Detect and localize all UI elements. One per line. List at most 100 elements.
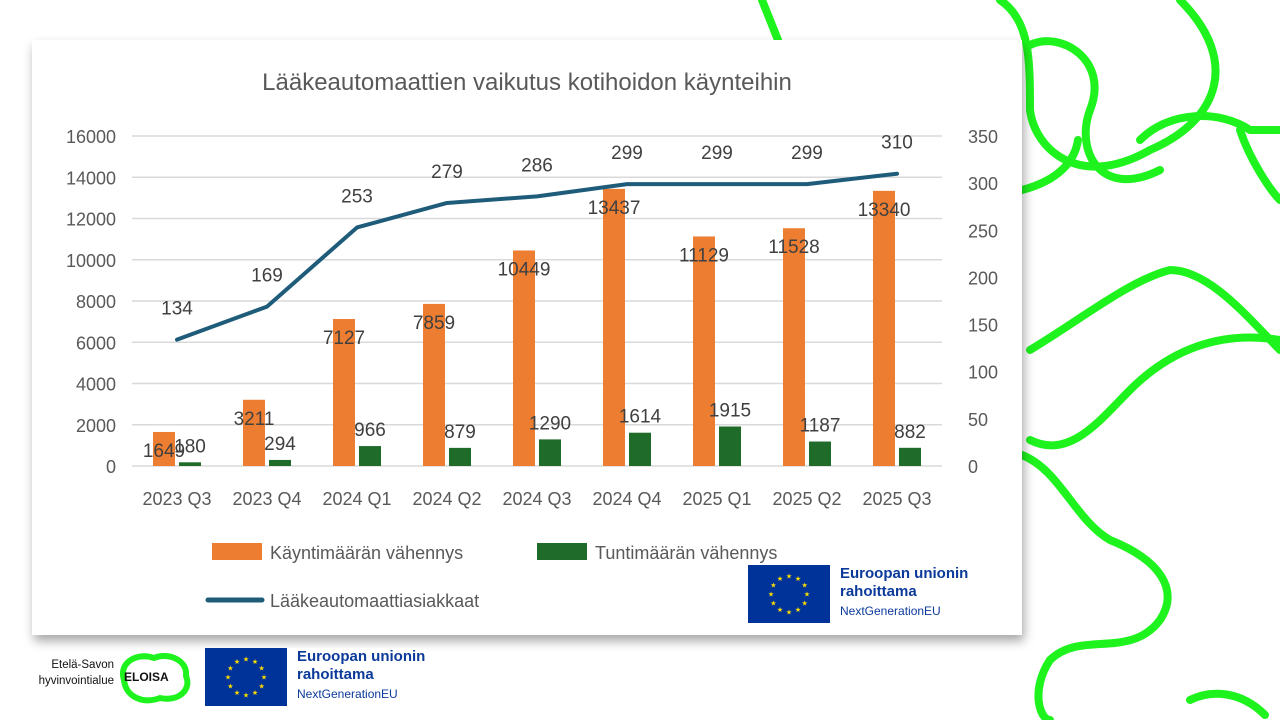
legend-swatch-kayntimaara [212,543,262,560]
data-label-kayntimaara: 7127 [323,328,365,349]
chart-title: Lääkeautomaattien vaikutus kotihoidon kä… [262,69,792,96]
eu-star-icon: ★ [786,609,792,617]
eu-star-icon: ★ [227,683,233,691]
eu-star-icon: ★ [252,658,258,666]
bar-tuntimaara [269,459,291,466]
chart-card: Lääkeautomaattien vaikutus kotihoidon kä… [32,40,1022,635]
eu-star-icon: ★ [801,582,807,590]
eu-footer-line3: NextGenerationEU [297,687,398,701]
eu-star-icon: ★ [243,656,249,664]
y-right-tick-label: 0 [968,457,978,477]
eu-star-icon: ★ [252,689,258,697]
eu-star-icon: ★ [770,600,776,608]
data-label-kayntimaara: 11129 [679,245,729,266]
eu-flag-icon: ★ ★★★★★★★★★★★ [205,648,287,706]
data-label-kayntimaara: 13437 [588,198,641,219]
x-tick-label: 2023 Q4 [232,489,301,509]
data-label-asiakkaat: 279 [431,162,463,183]
data-label-tuntimaara: 966 [354,420,386,441]
eu-star-icon: ★ [804,591,810,599]
bar-kayntimaara [153,431,175,466]
y-right-tick-label: 250 [968,221,998,241]
eu-star-icon: ★ [258,665,264,673]
y-right-tick-label: 350 [968,127,998,147]
bar-tuntimaara [719,426,741,466]
data-label-asiakkaat: 169 [251,266,283,287]
data-label-asiakkaat: 310 [881,133,913,154]
data-label-tuntimaara: 882 [894,422,926,443]
eu-star-icon: ★ [777,606,783,614]
legend-label-tuntimaara: Tuntimäärän vähennys [595,543,777,563]
y-left-tick-label: 0 [106,457,116,477]
x-tick-label: 2025 Q3 [862,489,931,509]
data-label-asiakkaat: 299 [611,143,643,164]
eu-star-icon: ★ [227,665,233,673]
data-label-tuntimaara: 1187 [800,416,841,437]
data-label-kayntimaara: 13340 [858,200,911,221]
legend-label-kayntimaara: Käyntimäärän vähennys [270,543,463,563]
eu-star-icon: ★ [801,600,807,608]
eu-star-icon: ★ [795,606,801,614]
data-label-kayntimaara: 11528 [768,237,819,258]
data-label-kayntimaara: 3211 [234,409,275,430]
data-label-asiakkaat: 299 [791,143,823,164]
bar-kayntimaara [603,188,625,466]
x-tick-label: 2025 Q2 [772,489,841,509]
eloisa-shape-icon [119,653,191,704]
eu-star-icon: ★ [258,683,264,691]
eu-flag-icon: ★ ★★★★★★★★★★★ [748,565,830,623]
x-tick-label: 2025 Q1 [682,489,751,509]
eu-star-icon: ★ [243,692,249,700]
eu-funding-line2: rahoittama [840,583,917,600]
data-label-tuntimaara: 180 [174,436,206,457]
x-tick-label: 2024 Q2 [412,489,481,509]
eu-footer-line1: Euroopan unionin [297,648,426,665]
bar-kayntimaara [243,399,265,466]
data-label-asiakkaat: 253 [341,186,373,207]
y-left-tick-label: 6000 [76,333,116,353]
bar-tuntimaara [629,432,651,466]
y-left-tick-label: 16000 [66,127,116,147]
y-right-tick-label: 150 [968,316,998,336]
eu-star-icon: ★ [225,674,231,682]
logo-name: ELOISA [124,670,169,684]
eloisa-logo: Etelä-Savon hyvinvointialue ELOISA [14,650,194,705]
logo-line1: Etelä-Savon [51,659,114,671]
x-tick-label: 2023 Q3 [142,489,211,509]
x-tick-label: 2024 Q3 [502,489,571,509]
y-left-tick-label: 2000 [76,416,116,436]
data-label-asiakkaat: 134 [161,299,193,320]
eu-star-icon: ★ [770,582,776,590]
bar-tuntimaara [359,446,381,466]
y-left-tick-label: 14000 [66,168,116,188]
eu-funding-line3: NextGenerationEU [840,604,941,618]
data-label-tuntimaara: 1290 [529,413,571,434]
bar-tuntimaara [449,447,471,466]
y-right-tick-label: 300 [968,174,998,194]
y-right-tick-label: 200 [968,268,998,288]
bar-kayntimaara [693,236,715,466]
bar-kayntimaara [423,303,445,466]
data-label-kayntimaara: 10449 [498,259,551,280]
eu-star-icon: ★ [234,689,240,697]
eu-funding-line1: Euroopan unionin [840,565,969,582]
eu-star-icon: ★ [768,591,774,599]
y-left-tick-label: 10000 [66,251,116,271]
y-left-tick-label: 8000 [76,292,116,312]
bar-tuntimaara [179,462,201,466]
data-label-tuntimaara: 1915 [709,401,751,422]
line-laakeautomaattiasiakkaat [175,171,899,342]
chart: Lääkeautomaattien vaikutus kotihoidon kä… [66,69,998,611]
logo-line2: hyvinvointialue [38,674,114,687]
y-left-tick-label: 12000 [66,210,116,230]
eu-star-icon: ★ [777,575,783,583]
eu-star-icon: ★ [234,658,240,666]
data-label-tuntimaara: 1614 [619,407,662,428]
legend-swatch-tuntimaara [537,543,587,560]
data-label-tuntimaara: 879 [444,422,476,443]
data-label-asiakkaat: 299 [701,143,733,164]
y-right-tick-label: 50 [968,410,988,430]
legend-label-asiakkaat: Lääkeautomaattiasiakkaat [270,591,479,611]
eu-star-icon: ★ [261,674,267,682]
